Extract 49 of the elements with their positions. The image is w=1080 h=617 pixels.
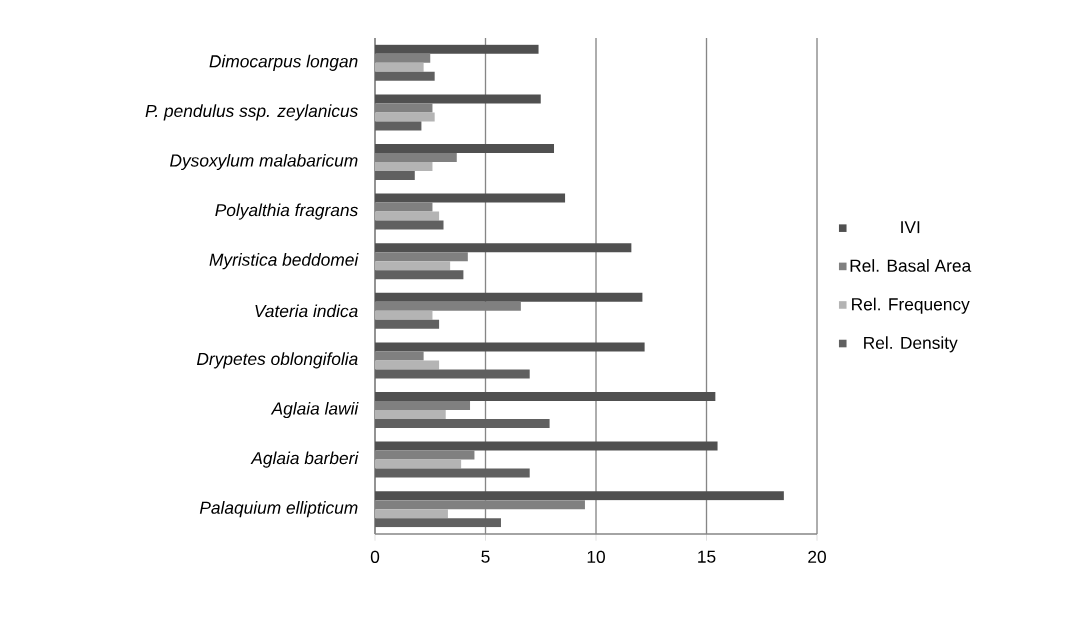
bar bbox=[375, 509, 448, 519]
bar bbox=[375, 62, 424, 72]
bar bbox=[375, 518, 501, 528]
bar bbox=[375, 112, 435, 122]
bar bbox=[375, 220, 444, 230]
y-tick-label: Palaquium ellipticum bbox=[199, 501, 358, 518]
bar bbox=[375, 270, 464, 280]
bar bbox=[375, 410, 446, 420]
bar bbox=[375, 144, 555, 154]
x-tick-label: 0 bbox=[370, 550, 380, 563]
bar bbox=[375, 193, 566, 203]
bar bbox=[375, 441, 718, 451]
bar bbox=[375, 468, 530, 478]
bar bbox=[375, 71, 435, 81]
legend-label: Rel. Density bbox=[864, 336, 958, 353]
bar bbox=[375, 491, 784, 501]
text: IVI bbox=[901, 221, 920, 234]
x-tick-label: 20 bbox=[808, 550, 826, 563]
y-tick-label: Drypetes oblongifolia bbox=[196, 352, 358, 369]
bar bbox=[375, 459, 462, 469]
y-tick-label: Dysoxylum malabaricum bbox=[170, 153, 358, 171]
bar bbox=[375, 121, 422, 131]
bar bbox=[375, 211, 440, 221]
y-tick-label: Aglaia lawii bbox=[270, 401, 359, 419]
bar bbox=[375, 392, 716, 402]
x-tick-label: 5 bbox=[481, 550, 490, 563]
bar bbox=[375, 243, 632, 253]
bar bbox=[375, 292, 643, 302]
legend-label: Rel. Frequency bbox=[852, 297, 970, 314]
y-tick-label: Dimocarpus longan bbox=[209, 54, 358, 71]
y-tick-label: Vateria indica bbox=[255, 304, 358, 318]
y-tick-label: Myristica beddomei bbox=[209, 253, 359, 270]
bar bbox=[375, 369, 530, 379]
bar bbox=[375, 418, 550, 428]
x-tick-label: 15 bbox=[698, 550, 716, 563]
bar bbox=[375, 310, 433, 320]
bar bbox=[375, 44, 539, 54]
y-tick-label: Polyalthia fragrans bbox=[215, 203, 358, 220]
bar bbox=[375, 342, 645, 352]
y-tick-label: P. pendulus ssp. zeylanicus bbox=[145, 104, 358, 121]
legend-label: Rel. Basal Area bbox=[850, 259, 972, 272]
bar bbox=[375, 170, 415, 180]
bar bbox=[375, 94, 541, 104]
y-tick-label: Aglaia barberi bbox=[250, 451, 359, 468]
bar bbox=[375, 360, 440, 370]
bar bbox=[375, 261, 451, 271]
bar bbox=[375, 319, 440, 329]
x-tick-label: 10 bbox=[587, 550, 605, 563]
bar bbox=[375, 162, 433, 172]
